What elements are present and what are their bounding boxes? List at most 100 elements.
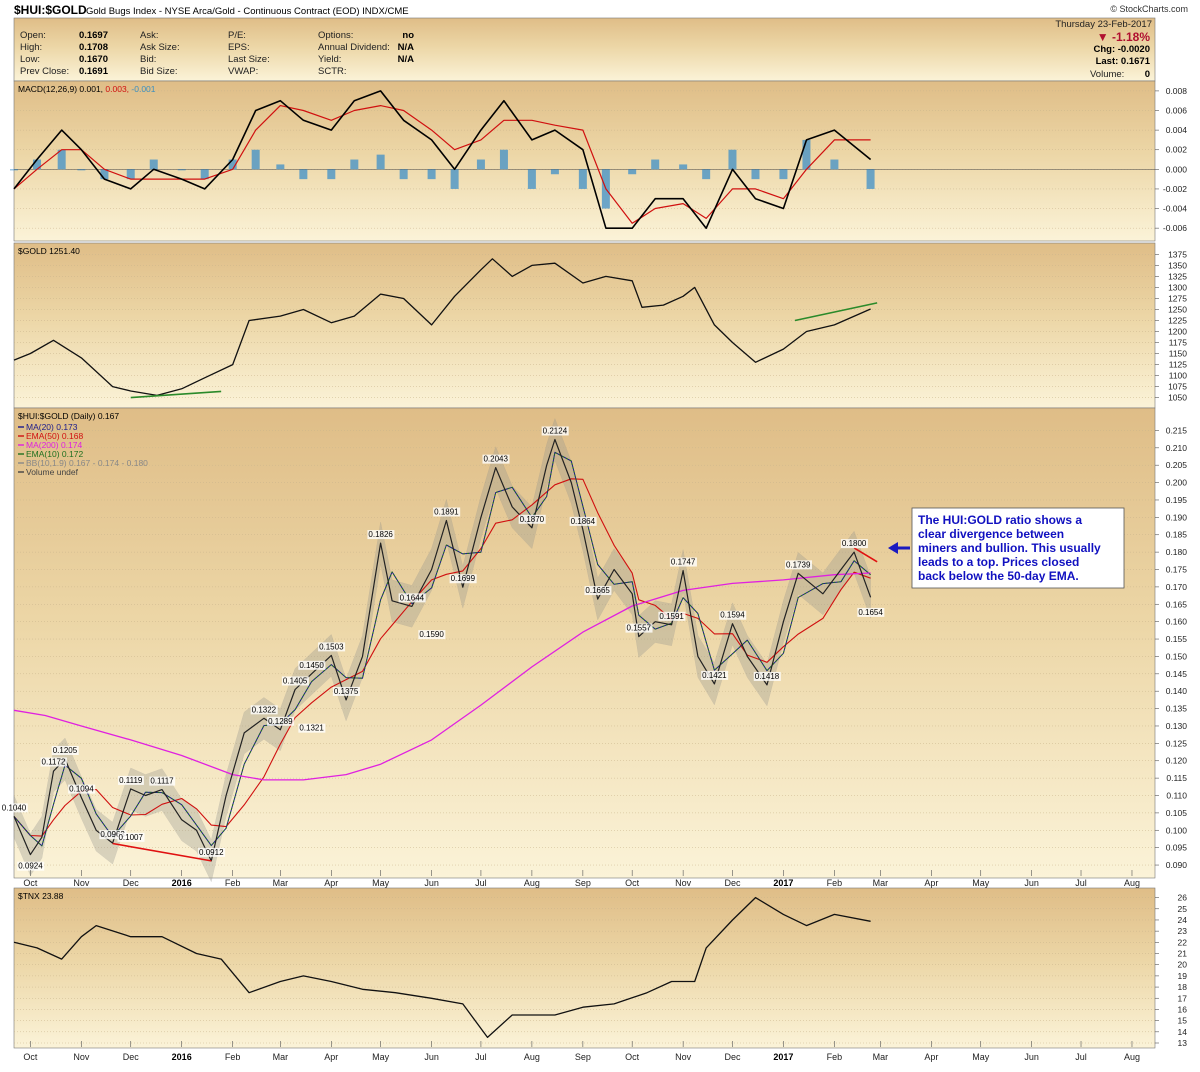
macd-histogram-bar	[578, 169, 587, 189]
x-tick-label: Apr	[924, 878, 938, 888]
y-tick-label: 0.160	[1166, 617, 1188, 627]
y-tick-label: 0.195	[1166, 495, 1188, 505]
y-tick-label: 0.006	[1166, 106, 1188, 116]
x-tick-label: Mar	[873, 1052, 889, 1062]
price-point-label-bg	[68, 784, 96, 794]
y-tick-label: 0.105	[1166, 808, 1188, 818]
macd-histogram-bar	[228, 159, 237, 170]
x-tick-label: Oct	[23, 878, 38, 888]
price-point-label: 0.1289	[268, 717, 293, 726]
price-line	[13, 438, 872, 862]
x-tick-label: Jul	[1075, 878, 1087, 888]
ma200-line	[13, 572, 871, 781]
x-tick-label: Jul	[1075, 1052, 1087, 1062]
info-label: Prev Close:	[20, 66, 69, 77]
macd-histogram-bar	[10, 169, 18, 171]
macd-histogram-bar	[57, 149, 66, 170]
price-point-label-bg	[398, 593, 426, 603]
tnx-panel-bg	[13, 887, 1156, 1049]
divergence-line	[112, 842, 212, 862]
macd-panel-bg	[13, 80, 1156, 242]
info-label: Last Size:	[228, 54, 270, 65]
macd-histogram-bar	[126, 169, 135, 180]
price-point-label: 0.1094	[69, 785, 94, 794]
y-tick-label: 0.185	[1166, 530, 1188, 540]
x-tick-label: May	[972, 878, 990, 888]
y-tick-label: 1175	[1169, 338, 1188, 348]
x-tick-label: Jun	[1024, 878, 1039, 888]
y-tick-label: 0.180	[1166, 547, 1188, 557]
x-tick-label: 2016	[172, 878, 192, 888]
legend-entry: EMA(10) 0.172	[26, 449, 83, 459]
price-point-label: 0.1172	[42, 757, 66, 766]
macd-label: MACD(12,26,9) 0.001, 0.003, -0.001	[18, 84, 156, 94]
price-point-label-bg	[0, 803, 28, 813]
x-tick-label: Jul	[475, 1052, 487, 1062]
y-tick-label: 1375	[1168, 249, 1187, 259]
macd-panel: 0.008 0.006 0.004 0.002 0.000 -0.002 -0.004 -0.…	[10, 80, 1188, 242]
macd-histogram-bar	[651, 159, 660, 170]
info-panel	[13, 17, 1156, 82]
gold-panel-bg	[13, 242, 1156, 409]
price-point-label-bg	[198, 847, 226, 857]
price-point-label: 0.1864	[571, 517, 596, 526]
price-point-label-bg	[298, 723, 326, 733]
info-label: EPS:	[228, 42, 250, 53]
price-point-label: 0.1747	[671, 558, 696, 567]
macd-histogram-bar	[350, 159, 359, 170]
price-point-label-bg	[658, 611, 686, 621]
x-tick-label: Feb	[225, 878, 241, 888]
y-tick-label: 0.090	[1166, 860, 1188, 870]
y-tick-label: 1100	[1169, 371, 1188, 381]
x-tick-label: Aug	[524, 878, 540, 888]
price-point-label: 0.1826	[368, 530, 393, 539]
x-tick-label: Dec	[123, 878, 140, 888]
price-point-label: 0.1739	[786, 560, 811, 569]
info-label: Bid:	[140, 54, 156, 65]
x-tick-label: Apr	[324, 1052, 338, 1062]
info-label: Ask:	[140, 30, 158, 41]
price-point-label-bg	[250, 705, 278, 715]
x-tick-label: Nov	[73, 878, 90, 888]
price-point-label: 0.1503	[319, 642, 344, 651]
annotation-line: leads to a top. Prices closed	[918, 555, 1079, 569]
macd-histogram-bar	[476, 159, 485, 170]
x-tick-label: Oct	[625, 1052, 640, 1062]
y-tick-label: -0.006	[1163, 223, 1187, 233]
ema10-line	[13, 451, 871, 847]
y-tick-label: 0.215	[1166, 425, 1188, 435]
y-tick-label: 15	[1178, 1016, 1188, 1026]
x-tick-label: Feb	[827, 878, 843, 888]
price-point-label-bg	[625, 623, 653, 633]
price-point-label-bg	[267, 716, 295, 726]
macd-histogram-bar	[751, 169, 760, 180]
macd-histogram-bar	[802, 139, 811, 170]
info-label: VWAP:	[228, 66, 258, 77]
y-tick-label: 1325	[1168, 271, 1187, 281]
info-value: 0.1691	[79, 66, 109, 77]
y-tick-label: 0.210	[1166, 443, 1188, 453]
y-tick-label: 0.095	[1166, 843, 1188, 853]
price-point-label-bg	[149, 776, 176, 786]
x-tick-label: Apr	[924, 1052, 938, 1062]
price-point-label-bg	[719, 610, 747, 620]
y-tick-label: 0.200	[1166, 478, 1188, 488]
y-tick-label: 21	[1178, 949, 1188, 959]
y-tick-label: 0.170	[1166, 582, 1188, 592]
gold-label: $GOLD 1251.40	[18, 246, 80, 256]
price-point-label: 0.1205	[53, 746, 78, 755]
tnx-line	[13, 896, 871, 1039]
macd-histogram-bar	[376, 154, 385, 170]
x-tick-label: 2017	[773, 878, 793, 888]
price-point-label: 0.2124	[543, 426, 568, 435]
annotation-line: The HUI:GOLD ratio shows a	[918, 513, 1082, 527]
x-tick-label: Mar	[273, 878, 289, 888]
main-panel: 0.215 0.210 0.205 0.200 0.195 0.190 0.185 0.180…	[0, 407, 1188, 883]
info-label: Yield:	[318, 54, 341, 65]
price-point-label: 0.0912	[199, 848, 224, 857]
y-tick-label: 24	[1178, 915, 1188, 925]
info-value: N/A	[398, 54, 415, 65]
x-tick-label: 2017	[773, 1052, 793, 1062]
